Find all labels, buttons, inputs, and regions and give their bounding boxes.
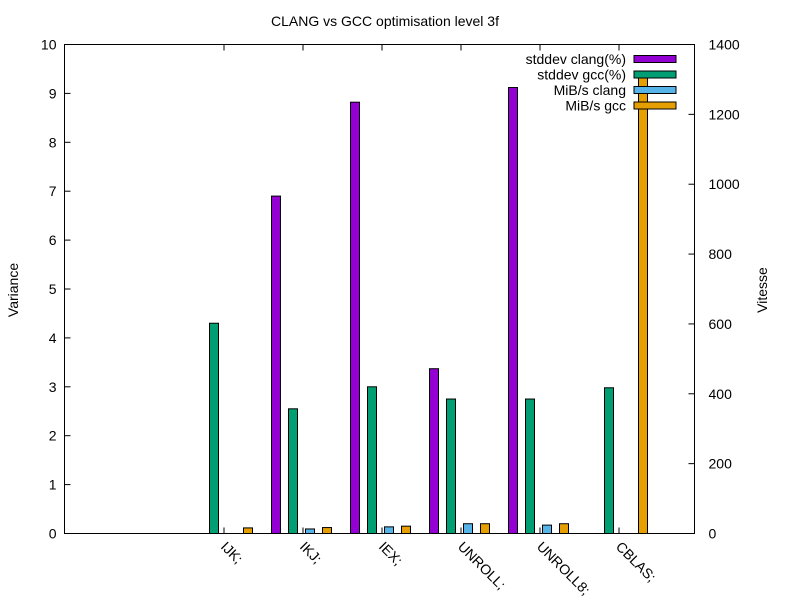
y-tick-label: 4	[49, 330, 57, 346]
bar	[350, 101, 360, 535]
legend: stddev clang(%)stddev gcc(%)MiB/s clangM…	[526, 51, 677, 114]
legend-swatch	[633, 86, 677, 94]
bar	[384, 526, 394, 535]
legend-swatch	[633, 101, 677, 110]
y2-tick-label: 400	[709, 386, 733, 402]
x-tick-label: UNROLL;	[455, 538, 509, 592]
bar	[322, 527, 332, 534]
y-tick-label: 10	[41, 37, 57, 53]
legend-label: MiB/s clang	[554, 82, 626, 98]
y2-tick-label: 600	[709, 316, 733, 332]
bar	[604, 387, 614, 535]
legend-label: stddev gcc(%)	[537, 67, 626, 83]
bar	[288, 408, 298, 534]
y-tick-label: 2	[49, 428, 57, 444]
bar	[243, 527, 253, 535]
y-tick-label: 9	[49, 85, 57, 101]
y2-axis-label: Vitesse	[754, 267, 770, 313]
y-tick-label: 7	[49, 183, 57, 199]
y-axis-label: Variance	[5, 263, 21, 317]
y2-tick-label: 200	[709, 456, 733, 472]
y2-tick-label: 0	[709, 526, 717, 542]
legend-label: MiB/s gcc	[565, 98, 626, 114]
y-tick-label: 1	[49, 477, 57, 493]
legend-swatch	[633, 70, 677, 79]
x-tick-label: CBLAS;	[613, 538, 660, 585]
x-tick-label: IKJ;	[297, 538, 325, 566]
bar	[480, 523, 490, 534]
plot-frame	[64, 44, 695, 534]
bar	[525, 398, 535, 534]
y2-tick-label: 800	[709, 246, 733, 262]
x-tick-label: IJK;	[218, 538, 246, 566]
legend-swatch	[633, 55, 677, 63]
bar	[209, 322, 219, 535]
bar	[542, 524, 552, 534]
y-tick-label: 8	[49, 134, 57, 150]
chart-title: CLANG vs GCC optimisation level 3f	[271, 13, 499, 29]
bar	[446, 398, 456, 534]
y2-tick-label: 1400	[709, 37, 740, 53]
x-tick-label: IEX;	[376, 538, 406, 568]
y-tick-label: 0	[49, 526, 57, 542]
bar	[463, 523, 473, 534]
bar	[559, 523, 569, 534]
bars-group	[209, 72, 648, 535]
bar	[429, 368, 439, 534]
y-tick-label: 3	[49, 379, 57, 395]
bar	[367, 386, 377, 534]
bar	[638, 72, 648, 535]
y2-tick-label: 1200	[709, 106, 740, 122]
bar	[401, 525, 411, 534]
x-tick-label: UNROLL8;	[534, 538, 594, 598]
y-tick-label: 5	[49, 281, 57, 297]
legend-label: stddev clang(%)	[526, 51, 626, 67]
bar	[305, 528, 315, 535]
y-tick-label: 6	[49, 232, 57, 248]
ticks-group: 0 1 2 3 4 5 6 7 8 9 10 0 200 400 600 800 1000 1200 1400 IJK…	[41, 37, 740, 599]
y2-tick-label: 1000	[709, 176, 740, 192]
bar	[508, 87, 518, 534]
bar	[271, 195, 281, 534]
